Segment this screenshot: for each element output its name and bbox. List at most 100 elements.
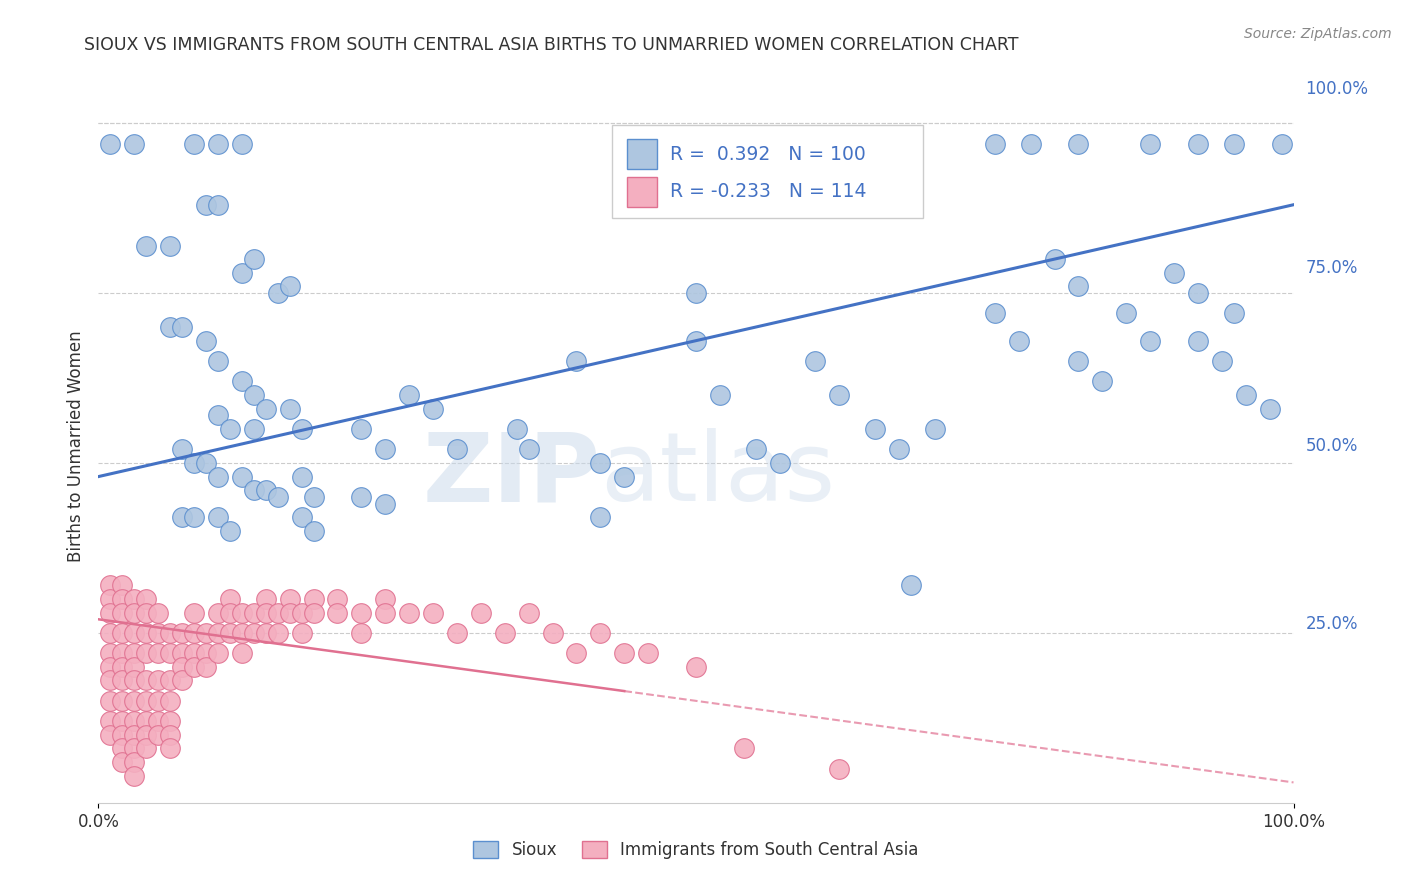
Point (733, 741, 755, 756)
Point (1115, 306, 1137, 320)
Point (685, 334, 707, 348)
Point (291, 606, 314, 620)
Point (183, 136, 205, 151)
Point (159, 320, 181, 334)
Point (470, 606, 492, 620)
Bar (627, 177, 657, 207)
Point (709, 388, 731, 402)
Point (98, 578, 122, 592)
Point (780, 136, 803, 151)
Point (159, 741, 181, 756)
Point (422, 401, 444, 416)
Point (98, 694, 122, 708)
Point (1211, 354, 1233, 368)
Point (111, 626, 134, 640)
Point (124, 606, 146, 620)
Point (207, 354, 229, 368)
Point (219, 626, 242, 640)
Point (1019, 136, 1042, 151)
Point (506, 422, 529, 436)
Point (267, 606, 290, 620)
Point (207, 469, 229, 483)
Text: R =  0.392   N = 100: R = 0.392 N = 100 (669, 145, 866, 163)
Point (172, 510, 194, 524)
Point (278, 401, 301, 416)
Point (124, 728, 146, 742)
Point (172, 320, 194, 334)
Point (254, 401, 277, 416)
Legend: Sioux, Immigrants from South Central Asia: Sioux, Immigrants from South Central Asi… (474, 840, 918, 859)
Point (111, 755, 134, 769)
Point (135, 694, 157, 708)
Point (613, 469, 636, 483)
Point (124, 769, 146, 783)
Point (541, 626, 564, 640)
Point (685, 286, 707, 301)
Point (98, 136, 122, 151)
Point (685, 660, 707, 674)
Text: SIOUX VS IMMIGRANTS FROM SOUTH CENTRAL ASIA BIRTHS TO UNMARRIED WOMEN CORRELATIO: SIOUX VS IMMIGRANTS FROM SOUTH CENTRAL A… (84, 36, 1019, 54)
Point (195, 456, 218, 470)
Point (98, 606, 122, 620)
Point (243, 626, 266, 640)
Point (172, 673, 194, 688)
Point (98, 660, 122, 674)
Point (183, 510, 205, 524)
Point (207, 198, 229, 212)
Point (1067, 136, 1090, 151)
Point (148, 606, 170, 620)
Point (374, 442, 396, 457)
Point (254, 483, 277, 498)
Point (159, 673, 181, 688)
Point (291, 469, 314, 483)
Point (243, 422, 266, 436)
Point (135, 591, 157, 606)
Point (124, 646, 146, 660)
Point (243, 606, 266, 620)
Point (183, 606, 205, 620)
Point (172, 626, 194, 640)
Point (254, 606, 277, 620)
Point (231, 375, 253, 389)
Point (254, 626, 277, 640)
Point (219, 524, 242, 538)
Point (422, 606, 444, 620)
Point (124, 660, 146, 674)
Point (326, 591, 349, 606)
Point (172, 646, 194, 660)
Point (517, 606, 540, 620)
Point (148, 673, 170, 688)
Point (302, 606, 325, 620)
Point (231, 136, 253, 151)
Point (231, 626, 253, 640)
Point (1234, 388, 1257, 402)
Point (148, 694, 170, 708)
Text: 25.0%: 25.0% (1306, 615, 1358, 633)
Point (1223, 136, 1246, 151)
Point (98, 673, 122, 688)
Point (207, 606, 229, 620)
Point (1091, 375, 1114, 389)
FancyBboxPatch shape (613, 125, 922, 218)
Y-axis label: Births to Unmarried Women: Births to Unmarried Women (66, 330, 84, 562)
Point (517, 442, 540, 457)
Point (243, 483, 266, 498)
Point (613, 646, 636, 660)
Point (195, 626, 218, 640)
Text: ZIP: ZIP (422, 428, 600, 521)
Point (111, 606, 134, 620)
Point (148, 646, 170, 660)
Point (1187, 286, 1209, 301)
Point (278, 279, 301, 293)
Point (374, 497, 396, 511)
Point (589, 510, 612, 524)
Point (124, 714, 146, 729)
Point (111, 714, 134, 729)
Point (1067, 354, 1090, 368)
Point (1067, 279, 1090, 293)
Text: atlas: atlas (600, 428, 835, 521)
Point (183, 626, 205, 640)
Point (124, 694, 146, 708)
Point (984, 136, 1007, 151)
Point (135, 626, 157, 640)
